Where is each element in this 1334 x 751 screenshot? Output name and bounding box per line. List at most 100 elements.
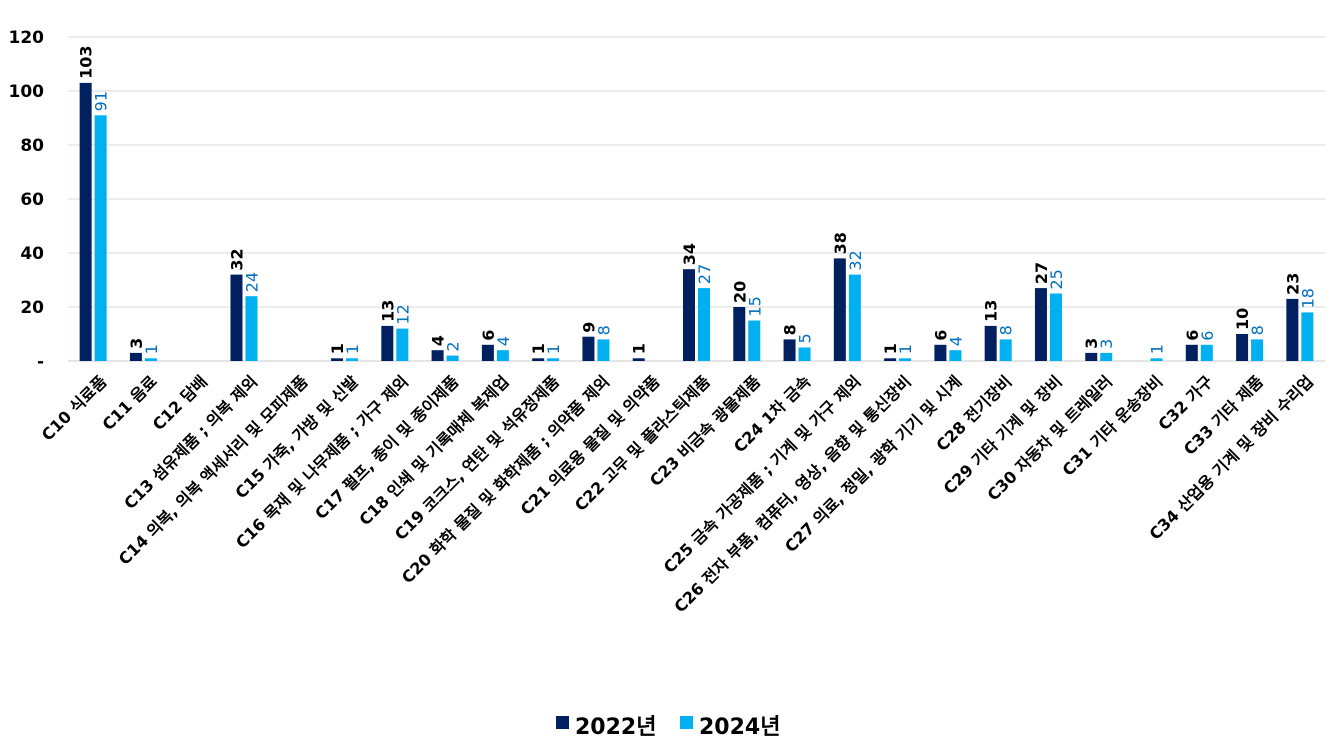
data-labels: 1039131322411131242641198134272015853832… bbox=[77, 45, 1318, 354]
bar-2022 bbox=[532, 358, 545, 361]
data-label: 6 bbox=[479, 330, 498, 341]
bar-2024 bbox=[949, 350, 962, 361]
bar-2022 bbox=[984, 325, 997, 361]
data-label: 1 bbox=[1148, 344, 1167, 354]
data-label: 4 bbox=[494, 336, 513, 346]
data-label: 27 bbox=[695, 264, 714, 284]
bar-2024 bbox=[1251, 339, 1264, 361]
data-label: 13 bbox=[982, 300, 1001, 322]
bar-2024 bbox=[1301, 312, 1314, 361]
bar-2022 bbox=[582, 336, 595, 361]
legend-label: 2024년 bbox=[699, 715, 780, 740]
data-label: 2 bbox=[444, 341, 463, 351]
data-label: 8 bbox=[997, 325, 1016, 335]
bar-2022 bbox=[481, 344, 494, 361]
data-label: 38 bbox=[831, 232, 850, 254]
bar-2022 bbox=[1236, 334, 1249, 361]
data-label: 3 bbox=[127, 338, 146, 349]
bar-2024 bbox=[144, 358, 157, 361]
data-label: 1 bbox=[328, 343, 347, 354]
legend-swatch bbox=[680, 716, 693, 729]
bar-2022 bbox=[1085, 352, 1098, 361]
y-tick-label: 20 bbox=[20, 298, 44, 318]
data-label: 15 bbox=[745, 296, 764, 316]
legend: 2022년 2024년 bbox=[556, 715, 780, 740]
data-label: 1 bbox=[630, 343, 649, 354]
bar-2024 bbox=[1049, 293, 1062, 361]
y-tick-label: 60 bbox=[20, 190, 44, 210]
bar-2024 bbox=[245, 296, 258, 361]
y-tick-label: 80 bbox=[20, 136, 44, 156]
bar-2022 bbox=[230, 274, 243, 361]
bar-2024 bbox=[748, 320, 761, 361]
data-label: 103 bbox=[77, 45, 96, 78]
bar-2024 bbox=[446, 355, 459, 361]
bar-2022 bbox=[632, 358, 645, 361]
bar-2022 bbox=[1034, 288, 1047, 361]
bar-2024 bbox=[798, 347, 811, 361]
bar-2024 bbox=[94, 115, 107, 361]
data-label: 3 bbox=[1082, 338, 1101, 349]
bar-2022 bbox=[683, 269, 695, 361]
data-label: 13 bbox=[378, 300, 397, 322]
bar-2024 bbox=[999, 339, 1012, 361]
y-tick-label: 40 bbox=[20, 244, 44, 264]
bars bbox=[79, 82, 1314, 362]
bar-2022 bbox=[1286, 298, 1299, 361]
data-label: 18 bbox=[1298, 288, 1317, 308]
bar-2024 bbox=[597, 339, 610, 361]
y-tick-label: 100 bbox=[9, 82, 45, 102]
data-label: 8 bbox=[594, 325, 613, 335]
bar-2022 bbox=[1185, 344, 1198, 361]
data-label: 91 bbox=[92, 91, 111, 111]
data-label: 20 bbox=[730, 281, 749, 303]
data-label: 10 bbox=[1233, 308, 1252, 330]
y-axis: - 20 40 60 80 100 120 bbox=[9, 28, 45, 372]
legend-label: 2022년 bbox=[575, 715, 656, 740]
data-label: 1 bbox=[343, 344, 362, 354]
bar-2024 bbox=[1100, 352, 1113, 361]
y-tick-label: 120 bbox=[9, 28, 45, 48]
data-label: 4 bbox=[946, 336, 965, 346]
data-label: 32 bbox=[227, 248, 246, 270]
x-tick-label: C26 전자 부품, 컴퓨터, 영상, 음향 및 통신장비 bbox=[670, 372, 914, 616]
legend-swatch bbox=[556, 716, 569, 729]
bar-2022 bbox=[381, 325, 394, 361]
data-label: 1 bbox=[544, 344, 563, 354]
data-label: 24 bbox=[242, 272, 261, 292]
bar-2022 bbox=[733, 307, 746, 361]
bar-2022 bbox=[331, 358, 344, 361]
bar-2022 bbox=[783, 339, 796, 361]
bar-2024 bbox=[848, 274, 861, 361]
data-label: 1 bbox=[896, 344, 915, 354]
data-label: 5 bbox=[796, 333, 815, 343]
bar-2022 bbox=[129, 352, 142, 361]
bar-2024 bbox=[496, 350, 509, 361]
bar-2024 bbox=[899, 358, 912, 361]
bar-2024 bbox=[1200, 344, 1213, 361]
data-label: 25 bbox=[1047, 269, 1066, 289]
data-label: 1 bbox=[142, 344, 161, 354]
data-label: 6 bbox=[1198, 331, 1217, 341]
data-label: 6 bbox=[931, 330, 950, 341]
data-label: 9 bbox=[579, 322, 598, 333]
data-label: 1 bbox=[881, 343, 900, 354]
bar-2024 bbox=[547, 358, 560, 361]
y-tick-label: - bbox=[37, 352, 44, 372]
data-label: 8 bbox=[1248, 325, 1267, 335]
bar-2022 bbox=[934, 344, 947, 361]
bar-2024 bbox=[698, 288, 710, 361]
bar-2022 bbox=[79, 82, 92, 362]
data-label: 8 bbox=[781, 324, 800, 335]
bar-2024 bbox=[396, 328, 409, 361]
bar-2024 bbox=[1150, 358, 1163, 361]
bar-2022 bbox=[431, 350, 444, 361]
bar-2022 bbox=[884, 358, 897, 361]
data-label: 4 bbox=[429, 335, 448, 346]
bar-2022 bbox=[833, 258, 846, 361]
bar-2024 bbox=[346, 358, 359, 361]
x-tick-label: C10 식료품 bbox=[38, 372, 111, 445]
data-label: 34 bbox=[680, 243, 699, 265]
